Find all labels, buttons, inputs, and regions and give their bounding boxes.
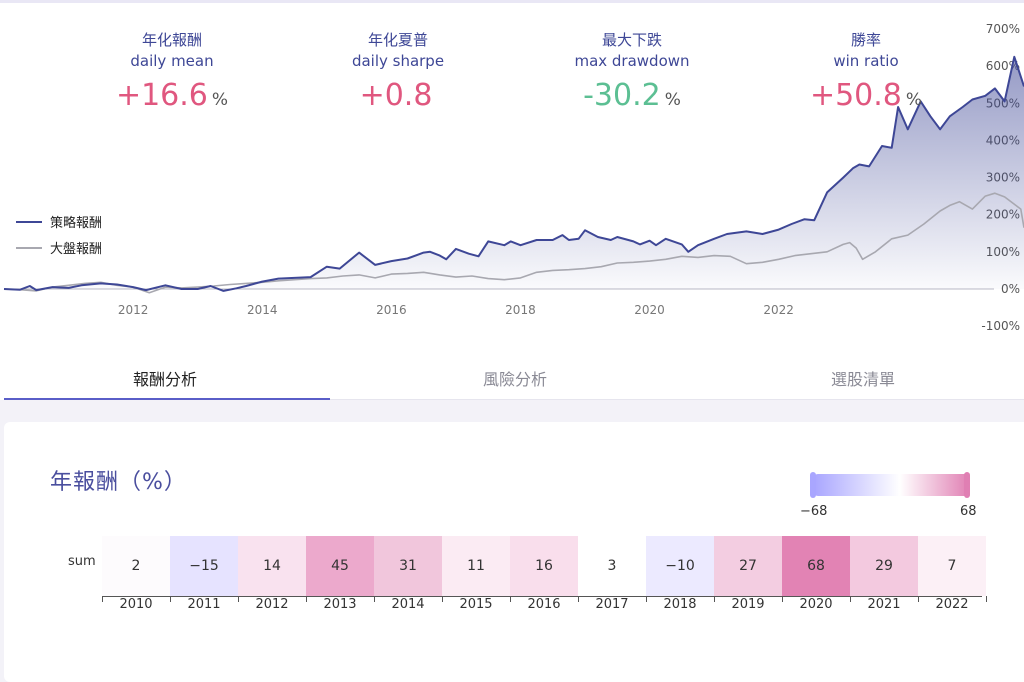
x-tick-label: 2014 [247, 303, 278, 317]
axis-tick [850, 596, 851, 602]
x-tick-label: 2018 [505, 303, 536, 317]
axis-tick [782, 596, 783, 602]
heatmap-cell-2017[interactable]: 3 [578, 536, 646, 596]
heatmap-x-axis [102, 596, 982, 597]
year-label-2012: 2012 [255, 597, 289, 612]
scale-min-handle[interactable] [810, 472, 816, 498]
axis-tick [578, 596, 579, 602]
stat-win-ratio: 勝率 win ratio +50.8% [756, 30, 976, 120]
stat-title-zh: 年化報酬 [141, 31, 202, 49]
year-label-2015: 2015 [459, 597, 493, 612]
stat-daily-sharpe: 年化夏普 daily sharpe +0.8 [288, 30, 508, 120]
x-tick-label: 2022 [763, 303, 794, 317]
tab-stock-list[interactable]: 選股清單 [830, 370, 895, 389]
year-label-2017: 2017 [595, 597, 629, 612]
year-label-2019: 2019 [731, 597, 765, 612]
year-label-2021: 2021 [867, 597, 901, 612]
legend-label: 策略報酬 [50, 215, 102, 231]
stat-daily-mean: 年化報酬 daily mean +16.6% [62, 30, 282, 120]
tab-divider [4, 399, 1024, 400]
active-tab-indicator [4, 398, 330, 400]
heatmap-cell-2020[interactable]: 68 [782, 536, 850, 596]
heatmap-cell-2022[interactable]: 7 [918, 536, 986, 596]
axis-tick [510, 596, 511, 602]
axis-tick [170, 596, 171, 602]
year-label-2022: 2022 [935, 597, 969, 612]
x-tick-label: 2012 [118, 303, 149, 317]
scale-max-label: 68 [960, 504, 977, 519]
stat-value: +0.8 [359, 78, 433, 113]
heatmap-cell-2015[interactable]: 11 [442, 536, 510, 596]
y-tick-label: 700% [986, 22, 1020, 36]
stat-value: +16.6% [115, 78, 229, 113]
heatmap-cell-2016[interactable]: 16 [510, 536, 578, 596]
axis-tick [986, 596, 987, 602]
tab-returns-analysis[interactable]: 報酬分析 [132, 370, 197, 389]
heatmap-cell-2019[interactable]: 27 [714, 536, 782, 596]
stat-title-zh: 年化夏普 [367, 31, 428, 49]
heatmap-row-label: sum [68, 554, 96, 569]
year-label-2020: 2020 [799, 597, 833, 612]
legend-label: 大盤報酬 [50, 242, 102, 257]
heatmap-cell-2014[interactable]: 31 [374, 536, 442, 596]
axis-tick [714, 596, 715, 602]
heatmap-cell-2021[interactable]: 29 [850, 536, 918, 596]
stat-title-zh: 勝率 [850, 31, 881, 49]
year-label-2016: 2016 [527, 597, 561, 612]
strategy-series-line [3, 55, 1024, 292]
year-label-2011: 2011 [187, 597, 221, 612]
axis-tick [102, 596, 103, 602]
axis-tick [918, 596, 919, 602]
returns-panel: 700%600%500%400%300%200%100%0%-100%20122… [0, 0, 1024, 400]
axis-tick [238, 596, 239, 602]
benchmark-series-line [3, 192, 1024, 294]
x-tick-label: 2016 [376, 303, 407, 317]
year-label-2013: 2013 [323, 597, 357, 612]
year-label-2018: 2018 [663, 597, 697, 612]
stat-title-zh: 最大下跌 [601, 31, 662, 49]
year-label-2010: 2010 [119, 597, 153, 612]
stat-max-drawdown: 最大下跌 max drawdown -30.2% [522, 30, 742, 120]
stat-value: +50.8% [809, 78, 923, 113]
stat-title-en: max drawdown [574, 52, 690, 70]
color-scale-bar[interactable] [814, 474, 970, 496]
heatmap-cell-2010[interactable]: 2 [102, 536, 170, 596]
heatmap-cell-2018[interactable]: −10 [646, 536, 714, 596]
scale-max-handle[interactable] [964, 472, 970, 498]
scale-min-label: −68 [800, 504, 828, 519]
heatmap-cell-2013[interactable]: 45 [306, 536, 374, 596]
axis-tick [442, 596, 443, 602]
tab-risk-analysis[interactable]: 風險分析 [482, 370, 547, 389]
year-label-2014: 2014 [391, 597, 425, 612]
stat-value: -30.2% [583, 78, 681, 113]
heatmap-title: 年報酬（%） [50, 470, 187, 495]
axis-tick [306, 596, 307, 602]
axis-tick [374, 596, 375, 602]
x-tick-label: 2020 [634, 303, 665, 317]
top-border [0, 0, 1024, 3]
annual-returns-panel: 年報酬（%） −68 68 sum 2 −15 14 45 31 11 16 3 −10 27 68… [4, 422, 1024, 682]
stat-title-en: daily sharpe [351, 52, 445, 70]
heatmap-cell-2012[interactable]: 14 [238, 536, 306, 596]
stat-title-en: daily mean [130, 52, 214, 70]
stat-title-en: win ratio [833, 52, 899, 70]
returns-line-chart: 700%600%500%400%300%200%100%0%-100%20122… [3, 22, 1024, 333]
y-tick-label: -100% [981, 319, 1020, 333]
axis-tick [646, 596, 647, 602]
heatmap-cell-2011[interactable]: −15 [170, 536, 238, 596]
